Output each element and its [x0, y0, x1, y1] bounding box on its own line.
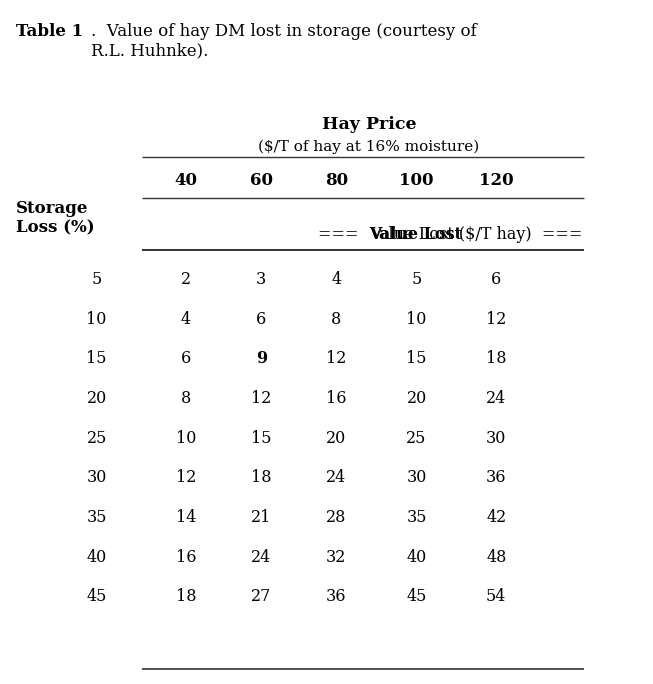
Text: 48: 48: [486, 549, 507, 566]
Text: 40: 40: [86, 549, 107, 566]
Text: 10: 10: [176, 430, 197, 447]
Text: 2: 2: [181, 271, 191, 288]
Text: 12: 12: [176, 469, 197, 486]
Text: 15: 15: [406, 350, 427, 367]
Text: 10: 10: [406, 311, 427, 328]
Text: 8: 8: [181, 390, 191, 407]
Text: 20: 20: [406, 390, 427, 407]
Text: 6: 6: [491, 271, 502, 288]
Text: 45: 45: [406, 588, 427, 605]
Text: 24: 24: [486, 390, 507, 407]
Text: 15: 15: [251, 430, 272, 447]
Text: 20: 20: [326, 430, 347, 447]
Text: 42: 42: [486, 509, 507, 526]
Text: .  Value of hay DM lost in storage (courtesy of
R.L. Huhnke).: . Value of hay DM lost in storage (court…: [91, 23, 477, 60]
Text: 25: 25: [86, 430, 107, 447]
Text: Value Lost: Value Lost: [369, 226, 462, 243]
Text: 9: 9: [255, 350, 267, 367]
Text: 4: 4: [331, 271, 342, 288]
Text: 35: 35: [86, 509, 107, 526]
Text: 16: 16: [326, 390, 347, 407]
Text: 27: 27: [251, 588, 272, 605]
Text: 60: 60: [249, 172, 273, 189]
Text: 120: 120: [479, 172, 514, 189]
Text: 18: 18: [486, 350, 507, 367]
Text: 6: 6: [181, 350, 191, 367]
Text: 30: 30: [86, 469, 107, 486]
Text: Table 1: Table 1: [16, 23, 84, 40]
Text: 12: 12: [486, 311, 507, 328]
Text: 5: 5: [91, 271, 102, 288]
Text: 36: 36: [486, 469, 507, 486]
Text: 32: 32: [326, 549, 347, 566]
Text: 45: 45: [86, 588, 107, 605]
Text: 21: 21: [251, 509, 272, 526]
Text: 12: 12: [251, 390, 272, 407]
Text: Storage
Loss (%): Storage Loss (%): [16, 200, 95, 237]
Text: 40: 40: [174, 172, 198, 189]
Text: Value Lost ($/T hay)  ===: Value Lost ($/T hay) ===: [369, 226, 582, 243]
Text: 20: 20: [86, 390, 107, 407]
Text: 25: 25: [406, 430, 427, 447]
Text: 36: 36: [326, 588, 347, 605]
Text: 30: 30: [486, 430, 507, 447]
Text: 12: 12: [326, 350, 347, 367]
Text: 6: 6: [256, 311, 266, 328]
Text: 24: 24: [251, 549, 272, 566]
Text: Hay Price: Hay Price: [322, 116, 416, 133]
Text: 3: 3: [256, 271, 266, 288]
Text: ===: ===: [318, 226, 369, 243]
Text: ($/T of hay at 16% moisture): ($/T of hay at 16% moisture): [259, 140, 479, 154]
Text: 30: 30: [406, 469, 427, 486]
Text: 35: 35: [406, 509, 427, 526]
Text: 5: 5: [411, 271, 422, 288]
Text: 14: 14: [176, 509, 197, 526]
Text: 18: 18: [176, 588, 197, 605]
Text: 4: 4: [181, 311, 191, 328]
Text: 100: 100: [400, 172, 434, 189]
Text: 10: 10: [86, 311, 107, 328]
Text: 8: 8: [331, 311, 342, 328]
Text: 40: 40: [406, 549, 427, 566]
Text: 16: 16: [176, 549, 197, 566]
Text: 18: 18: [251, 469, 272, 486]
Text: 24: 24: [326, 469, 347, 486]
Text: 15: 15: [86, 350, 107, 367]
Text: 80: 80: [325, 172, 348, 189]
Text: 28: 28: [326, 509, 347, 526]
Text: 54: 54: [486, 588, 507, 605]
